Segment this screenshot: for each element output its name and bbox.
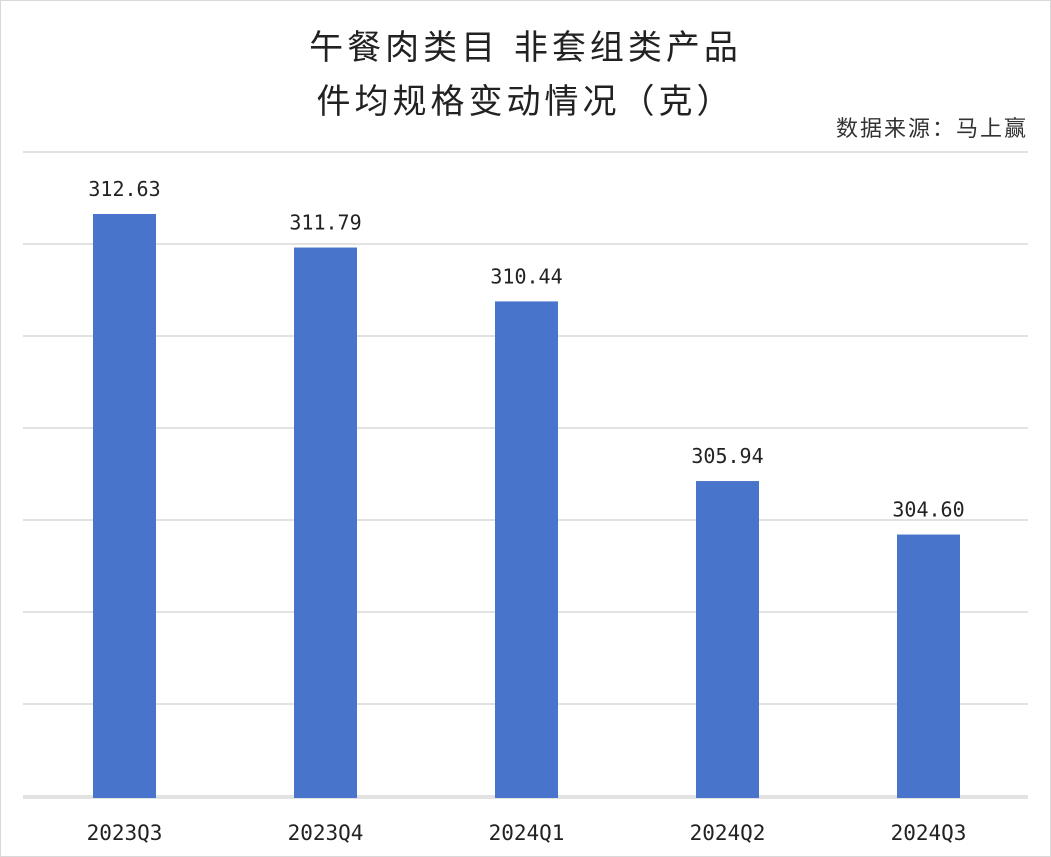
data-label-2023Q4: 311.79	[289, 211, 361, 235]
x-tick-label-2024Q3: 2024Q3	[891, 821, 967, 845]
chart-title: 午餐肉类目 非套组类产品 件均规格变动情况（克）	[1, 21, 1050, 129]
bar-2024Q2	[696, 481, 759, 798]
bar-2023Q4	[294, 247, 357, 798]
x-tick-label-2024Q2: 2024Q2	[690, 821, 766, 845]
data-label-2024Q1: 310.44	[490, 264, 562, 288]
bar-2023Q3	[93, 214, 156, 798]
chart-title-line-1: 午餐肉类目 非套组类产品	[309, 28, 742, 68]
x-tick-label-2023Q3: 2023Q3	[87, 821, 163, 845]
x-tick-label-2023Q4: 2023Q4	[288, 821, 364, 845]
x-tick-label-2024Q1: 2024Q1	[489, 821, 565, 845]
data-label-2024Q3: 304.60	[892, 498, 964, 522]
bar-2024Q3	[897, 534, 960, 798]
data-source-note: 数据来源：马上赢	[835, 117, 1028, 142]
data-label-2023Q3: 312.63	[88, 177, 160, 201]
data-label-2024Q2: 305.94	[691, 444, 763, 468]
bar-2024Q1	[495, 301, 558, 798]
chart-title-line-2: 件均规格变动情况（克）	[316, 82, 735, 122]
